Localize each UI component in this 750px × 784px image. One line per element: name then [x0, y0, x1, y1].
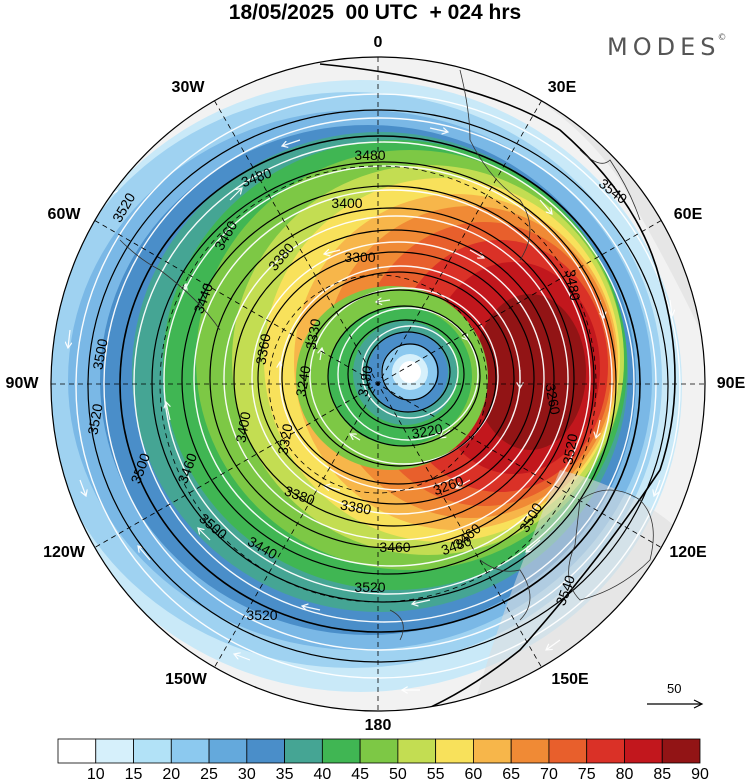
page-title: 18/05/2025 00 UTC + 024 hrs — [228, 1, 522, 24]
lon-label-30w: 30W — [171, 79, 205, 96]
colorbar-label: 30 — [237, 766, 256, 783]
colorbar-swatch — [284, 738, 323, 764]
colorbar-label: 40 — [313, 766, 332, 783]
lon-label-60e: 60E — [673, 206, 703, 223]
contour-label: 3320 — [274, 422, 295, 456]
map-border — [50, 56, 706, 712]
contour-label: 3380 — [339, 496, 373, 517]
colorbar-swatch — [586, 738, 625, 764]
colorbar-label: 35 — [275, 766, 294, 783]
lon-label-90e: 90E — [716, 375, 746, 392]
colorbar-swatch — [661, 738, 701, 764]
colorbar-swatch — [548, 738, 588, 764]
colorbar-label: 55 — [426, 766, 445, 783]
colorbar — [57, 738, 701, 764]
contour-label: 3180 — [354, 364, 375, 398]
contour-label: 3330 — [302, 317, 323, 351]
colorbar-label: 10 — [86, 766, 105, 783]
lon-label-150w: 150W — [165, 671, 207, 688]
colorbar-label: 20 — [162, 766, 181, 783]
contour-label: 3220 — [410, 420, 444, 441]
contour-label: 3520 — [559, 432, 580, 466]
colorbar-label: 90 — [691, 766, 709, 783]
colorbar-label: 85 — [653, 766, 672, 783]
lon-label-30e: 30E — [547, 79, 577, 96]
height-contours — [87, 63, 676, 711]
contour-label: 3520 — [246, 607, 277, 623]
lon-label-180: 180 — [364, 717, 392, 734]
vector-reference-arrow — [647, 699, 704, 709]
colorbar-swatch — [57, 738, 97, 764]
lon-label-150e: 150E — [551, 671, 589, 688]
contour-label: 3360 — [252, 332, 273, 366]
contour-label: 3500 — [89, 337, 110, 371]
colorbar-swatch — [208, 738, 248, 764]
lon-label-60w: 60W — [47, 206, 81, 223]
coastlines — [119, 69, 654, 641]
colorbar-label: 50 — [388, 766, 407, 783]
colorbar-swatch — [321, 738, 361, 764]
contour-label: 3460 — [379, 539, 410, 555]
lon-label-120e: 120E — [669, 544, 707, 561]
lon-label-120w: 120W — [43, 544, 85, 561]
colorbar-label: 25 — [200, 766, 218, 783]
colorbar-label: 65 — [502, 766, 521, 783]
brand-logo: MODES© — [607, 33, 726, 61]
colorbar-label: 60 — [464, 766, 483, 783]
colorbar-swatch — [246, 738, 285, 764]
graticule — [51, 57, 705, 711]
colorbar-swatch — [510, 738, 550, 764]
lon-label-0: 0 — [373, 34, 383, 51]
contour-label: 3520 — [354, 579, 385, 595]
contour-label: 3480 — [562, 268, 583, 302]
contour-label: 3260 — [542, 382, 563, 416]
colorbar-label: 45 — [351, 766, 370, 783]
wind-vectors — [68, 66, 681, 690]
colorbar-swatch — [435, 738, 474, 764]
colorbar-label: 70 — [540, 766, 558, 783]
colorbar-label: 75 — [577, 766, 596, 783]
lon-label-90w: 90W — [5, 375, 39, 392]
colorbar-swatch — [170, 738, 210, 764]
contour-label: 3400 — [232, 410, 253, 444]
contour-label: 3300 — [344, 249, 375, 265]
colorbar-label: 80 — [615, 766, 634, 783]
brand-mark: © — [717, 33, 727, 43]
colorbar-swatch — [473, 738, 512, 764]
colorbar-swatch — [133, 738, 172, 764]
colorbar-swatch — [624, 738, 663, 764]
contour-label: 3400 — [331, 195, 362, 211]
colorbar-label: 15 — [124, 766, 143, 783]
contour-label: 3480 — [354, 147, 385, 163]
contour-label: 3520 — [84, 402, 105, 436]
contour-label: 3240 — [292, 364, 313, 398]
colorbar-swatch — [359, 738, 399, 764]
vector-reference-label: 50 — [667, 681, 682, 696]
brand-name: MODES — [607, 33, 721, 61]
colorbar-swatch — [95, 738, 134, 764]
colorbar-swatch — [397, 738, 437, 764]
